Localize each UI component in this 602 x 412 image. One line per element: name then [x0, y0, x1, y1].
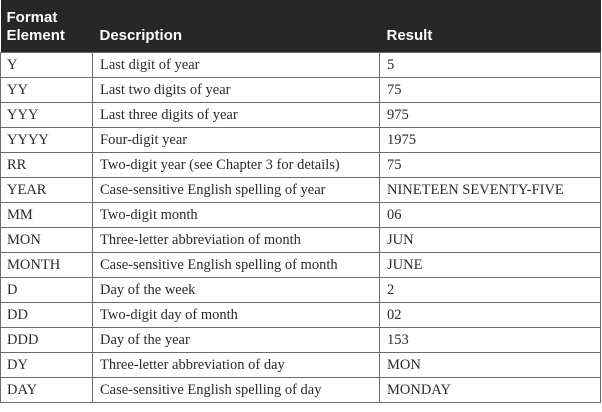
cell-result: 06	[379, 201, 601, 228]
table-row: DY Three-letter abbreviation of day MON	[0, 351, 601, 378]
cell-result: JUNE	[379, 251, 601, 278]
cell-description: Two-digit day of month	[92, 301, 380, 328]
cell-element: YEAR	[0, 176, 93, 203]
cell-result: 2	[379, 276, 601, 303]
cell-element: MM	[0, 201, 93, 228]
cell-result: 75	[379, 76, 601, 103]
cell-element: YYYY	[0, 126, 93, 153]
cell-element: D	[0, 276, 93, 303]
table-row: MM Two-digit month 06	[0, 201, 601, 228]
table-row: D Day of the week 2	[0, 276, 601, 303]
cell-element: Y	[0, 51, 93, 78]
header-format-element: Format Element	[0, 0, 93, 52]
cell-result: MON	[379, 351, 601, 378]
cell-description: Last three digits of year	[92, 101, 380, 128]
header-format-element-line2: Element	[6, 26, 65, 44]
cell-description: Case-sensitive English spelling of month	[92, 251, 380, 278]
table-row: MONTH Case-sensitive English spelling of…	[0, 251, 601, 278]
cell-element: RR	[0, 151, 93, 178]
cell-description: Last two digits of year	[92, 76, 380, 103]
cell-description: Case-sensitive English spelling of year	[92, 176, 380, 203]
cell-result: 75	[379, 151, 601, 178]
header-row: Format Element Description Result	[0, 0, 601, 52]
cell-result: JUN	[379, 226, 601, 253]
cell-element: DAY	[0, 376, 93, 403]
cell-element: YY	[0, 76, 93, 103]
table-row: YY Last two digits of year 75	[0, 76, 601, 103]
cell-result: 975	[379, 101, 601, 128]
cell-description: Case-sensitive English spelling of day	[92, 376, 380, 403]
cell-result: NINETEEN SEVENTY-FIVE	[379, 176, 601, 203]
table-row: YEAR Case-sensitive English spelling of …	[0, 176, 601, 203]
table-row: RR Two-digit year (see Chapter 3 for det…	[0, 151, 601, 178]
table-row: DD Two-digit day of month 02	[0, 301, 601, 328]
cell-element: MONTH	[0, 251, 93, 278]
table-row: YYY Last three digits of year 975	[0, 101, 601, 128]
format-element-table: Format Element Description Result Y Last…	[0, 0, 601, 403]
table-row: Y Last digit of year 5	[0, 51, 601, 78]
cell-description: Two-digit month	[92, 201, 380, 228]
cell-element: YYY	[0, 101, 93, 128]
table-row: DAY Case-sensitive English spelling of d…	[0, 376, 601, 403]
table-row: MON Three-letter abbreviation of month J…	[0, 226, 601, 253]
table-row: YYYY Four-digit year 1975	[0, 126, 601, 153]
cell-description: Day of the week	[92, 276, 380, 303]
cell-result: MONDAY	[379, 376, 601, 403]
cell-description: Last digit of year	[92, 51, 380, 78]
cell-result: 02	[379, 301, 601, 328]
cell-description: Three-letter abbreviation of month	[92, 226, 380, 253]
cell-element: DD	[0, 301, 93, 328]
cell-result: 5	[379, 51, 601, 78]
cell-description: Two-digit year (see Chapter 3 for detail…	[92, 151, 380, 178]
cell-description: Four-digit year	[92, 126, 380, 153]
cell-description: Three-letter abbreviation of day	[92, 351, 380, 378]
cell-result: 153	[379, 326, 601, 353]
table-row: DDD Day of the year 153	[0, 326, 601, 353]
cell-element: DY	[0, 351, 93, 378]
header-description: Description	[92, 0, 380, 52]
cell-element: DDD	[0, 326, 93, 353]
header-result: Result	[379, 0, 601, 52]
table-header: Format Element Description Result	[0, 0, 601, 52]
header-format-element-line1: Format	[6, 8, 58, 26]
cell-element: MON	[0, 226, 93, 253]
cell-result: 1975	[379, 126, 601, 153]
cell-description: Day of the year	[92, 326, 380, 353]
table-body: Y Last digit of year 5 YY Last two digit…	[0, 51, 601, 403]
